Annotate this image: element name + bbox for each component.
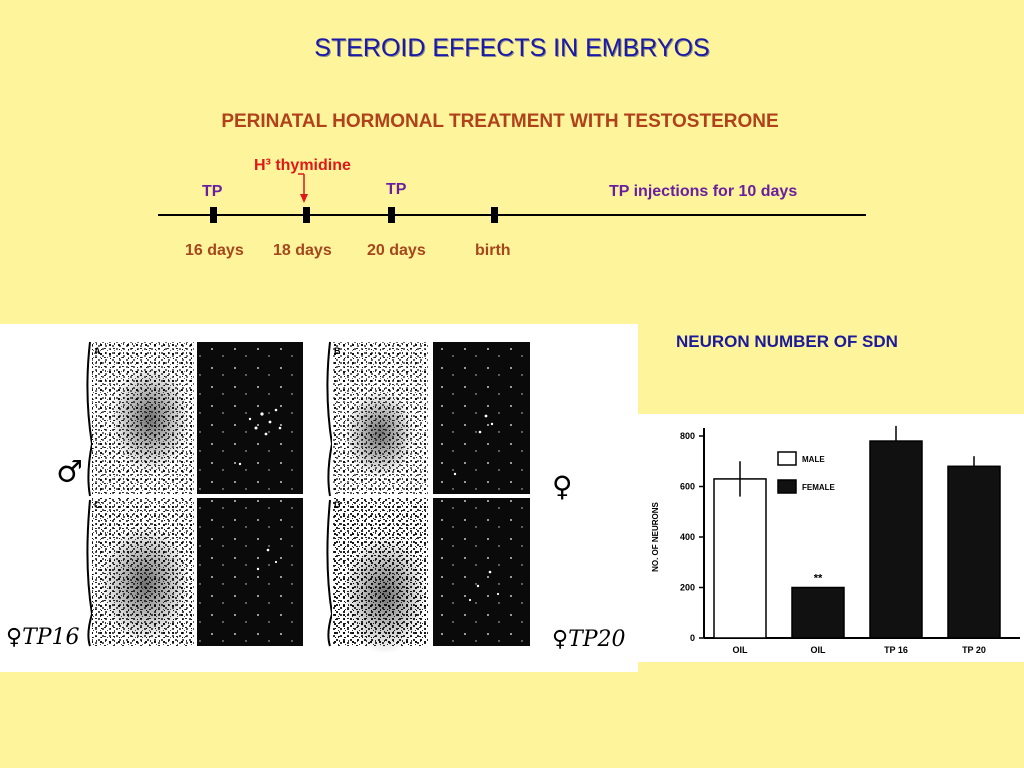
down-arrow-icon	[298, 173, 308, 203]
panel-letter-c: C	[94, 500, 101, 510]
legend-swatch	[777, 479, 797, 494]
tp-label-second: TP	[386, 181, 407, 198]
tick-label-18-days: 18 days	[273, 242, 332, 259]
y-tick-label: 200	[680, 583, 695, 593]
bar	[947, 465, 1001, 639]
significance-annotation: **	[814, 573, 823, 585]
male-symbol-annotation: ♂	[56, 455, 83, 490]
x-tick-label: OIL	[733, 645, 749, 655]
panel-letter-a: A	[94, 346, 101, 356]
micrograph-b-autoradiograph	[433, 342, 530, 494]
tick-label-20-days: 20 days	[367, 242, 426, 259]
x-tick-label: TP 20	[962, 645, 986, 655]
female-symbol-annotation: ♀	[552, 470, 572, 503]
y-tick-label: 400	[680, 532, 695, 542]
x-tick-label: TP 16	[884, 645, 908, 655]
timeline-tick	[388, 207, 395, 223]
tp-injections-label: TP injections for 10 days	[609, 183, 798, 200]
bar	[869, 440, 923, 639]
legend-swatch	[777, 451, 797, 466]
timeline-tick	[491, 207, 498, 223]
micrograph-figure: A B C D ♂ ♀ ♀TP16 ♀TP20	[0, 324, 638, 672]
panel-letter-b: B	[334, 346, 341, 356]
timeline-tick	[210, 207, 217, 223]
annotation-female-tp16: ♀TP16	[6, 625, 80, 650]
tick-label-16-days: 16 days	[185, 242, 244, 259]
tick-label-birth: birth	[475, 242, 511, 259]
timeline-axis	[158, 214, 866, 216]
legend-label: MALE	[802, 455, 825, 464]
y-axis-label: NO. OF NEURONS	[651, 501, 660, 571]
x-tick-label: OIL	[811, 645, 827, 655]
slide-subtitle: PERINATAL HORMONAL TREATMENT WITH TESTOS…	[221, 111, 779, 132]
legend-label: FEMALE	[802, 483, 836, 492]
y-tick-label: 0	[690, 633, 695, 643]
y-tick-label: 600	[680, 482, 695, 492]
panel-letter-d: D	[334, 500, 341, 510]
annotation-female-tp20: ♀TP20	[552, 627, 626, 652]
neuron-bar-chart: 0 200 400 600 800 NO. OF NEURONS OIL OIL ** TP 16…	[638, 414, 1024, 662]
bar	[791, 586, 845, 639]
bar	[713, 478, 767, 639]
slide-title: STEROID EFFECTS IN EMBRYOS	[314, 34, 710, 62]
micrograph-d-autoradiograph	[433, 498, 530, 646]
micrograph-c-autoradiograph	[197, 498, 303, 646]
h3-thymidine-label: H³ thymidine	[254, 157, 351, 174]
y-tick-label: 800	[680, 431, 695, 441]
timeline-tick	[303, 207, 310, 223]
neuron-number-title: NEURON NUMBER OF SDN	[676, 332, 898, 351]
tp-label-first: TP	[202, 183, 223, 200]
